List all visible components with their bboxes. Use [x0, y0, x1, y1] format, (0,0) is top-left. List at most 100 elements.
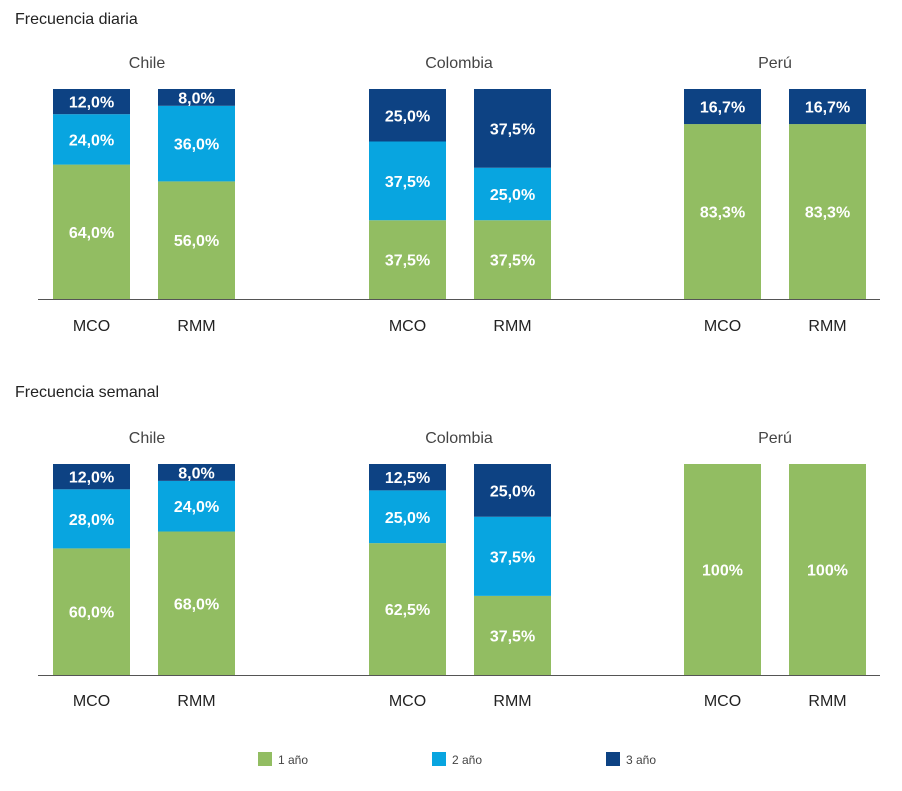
legend: 1 año 2 año 3 año — [258, 752, 656, 767]
data-label: 37,5% — [490, 253, 535, 270]
data-label: 37,5% — [490, 121, 535, 138]
panel-frecuencia-semanal: Frecuencia semanal Chile 60,0% 28,0% 12,0% MC… — [15, 384, 880, 710]
bar-segment-3-ano — [474, 89, 551, 168]
bar-mco: 62,5% 25,0% 12,5% MCO — [369, 464, 446, 710]
bar-segment-1-ano — [474, 220, 551, 299]
panel-title: Frecuencia semanal — [15, 384, 159, 401]
bar-segment-1-ano — [474, 595, 551, 676]
data-label: 83,3% — [700, 205, 745, 222]
bar-segment-1-ano — [789, 124, 866, 299]
bar-segment-2-ano — [53, 114, 130, 165]
bar-segment-2-ano — [53, 489, 130, 549]
data-label: 100% — [807, 563, 848, 580]
bar-segment-2-ano — [158, 105, 235, 182]
x-tick-label: MCO — [389, 318, 426, 335]
x-tick-label: RMM — [808, 693, 846, 710]
data-label: 37,5% — [385, 174, 430, 191]
country-label: Chile — [129, 55, 166, 72]
data-label: 16,7% — [805, 100, 850, 117]
legend-swatch — [258, 752, 272, 766]
group-colombia: Colombia37,5%37,5%25,0%MCO37,5%25,0%37,5… — [369, 55, 551, 335]
bar-segment-1-ano — [158, 531, 235, 675]
bar-mco: 60,0% 28,0% 12,0% MCO — [53, 464, 130, 710]
x-tick-label: MCO — [704, 318, 741, 335]
data-label: 8,0% — [178, 465, 214, 482]
bar-mco: 83,3% 16,7% MCO — [684, 89, 761, 335]
country-label: Chile — [129, 430, 166, 447]
data-label: 83,3% — [805, 205, 850, 222]
country-label: Colombia — [425, 430, 493, 447]
group-chile: Chile 64,0% 24,0% 12,0% MCO 56,0% 36,0% 8,0% RMM — [53, 55, 235, 335]
bar-segment-2-ano — [474, 167, 551, 221]
legend-label: 2 año — [452, 753, 482, 767]
x-tick-label: MCO — [73, 693, 110, 710]
bar-rmm: 68,0% 24,0% 8,0% RMM — [158, 464, 235, 710]
bar-rmm: 83,3% 16,7% RMM — [789, 89, 866, 335]
bar-segment-3-ano — [684, 89, 761, 125]
x-tick-label: RMM — [493, 693, 531, 710]
bar-segment-3-ano — [369, 464, 446, 491]
bar-segment-1-ano — [369, 543, 446, 676]
data-label: 12,0% — [69, 95, 114, 112]
x-tick-label: MCO — [389, 693, 426, 710]
data-label: 37,5% — [490, 549, 535, 566]
bar-segment-3-ano — [474, 464, 551, 517]
data-label: 64,0% — [69, 225, 114, 242]
data-label: 28,0% — [69, 512, 114, 529]
data-label: 25,0% — [385, 510, 430, 527]
bar-mco: 64,0% 24,0% 12,0% MCO — [53, 89, 130, 335]
bar-segment-3-ano — [158, 464, 235, 481]
data-label: 37,5% — [490, 628, 535, 645]
data-label: 62,5% — [385, 602, 430, 619]
data-label: 100% — [702, 563, 743, 580]
panel-frecuencia-diaria: Frecuencia diaria Chile 64,0% 24,0% 12,0% MCO… — [15, 11, 880, 335]
x-tick-label: MCO — [73, 318, 110, 335]
data-label: 37,5% — [385, 253, 430, 270]
legend-item-1-ano: 1 año — [258, 752, 308, 767]
group-chile: Chile 60,0% 28,0% 12,0% MCO 68,0% 24,0% 8,0% RMM — [53, 430, 235, 710]
bar-rmm: 100% RMM — [789, 464, 866, 710]
bar-segment-2-ano — [369, 141, 446, 221]
panel-title: Frecuencia diaria — [15, 11, 138, 28]
bar-segment-1-ano — [684, 124, 761, 299]
data-label: 24,0% — [174, 499, 219, 516]
bar-rmm: 56,0% 36,0% 8,0% RMM — [158, 89, 235, 335]
country-label: Colombia — [425, 55, 493, 72]
legend-swatch — [432, 752, 446, 766]
bar-rmm: 37,5% 37,5% 25,0% RMM — [474, 464, 551, 710]
data-label: 24,0% — [69, 132, 114, 149]
data-label: 8,0% — [178, 90, 214, 107]
x-tick-label: RMM — [177, 318, 215, 335]
data-label: 56,0% — [174, 233, 219, 250]
data-label: 25,0% — [385, 108, 430, 125]
bar-segment-2-ano — [158, 480, 235, 532]
legend-item-3-ano: 3 año — [606, 752, 656, 767]
bar-segment-1-ano — [158, 181, 235, 299]
data-label: 68,0% — [174, 596, 219, 613]
legend-item-2-ano: 2 año — [432, 752, 482, 767]
group-peru: Perú 83,3% 16,7% MCO 83,3% 16,7% RMM — [684, 55, 866, 335]
x-tick-label: RMM — [808, 318, 846, 335]
bar-segment-3-ano — [158, 89, 235, 106]
bar-segment-3-ano — [789, 89, 866, 125]
legend-swatch — [606, 752, 620, 766]
bar-segment-1-ano — [684, 464, 761, 675]
x-tick-label: RMM — [493, 318, 531, 335]
data-label: 25,0% — [490, 483, 535, 500]
country-label: Perú — [758, 55, 792, 72]
x-tick-label: MCO — [704, 693, 741, 710]
data-label: 16,7% — [700, 100, 745, 117]
x-tick-label: RMM — [177, 693, 215, 710]
bar-rmm: 37,5% 25,0% 37,5% RMM — [474, 89, 551, 335]
data-label: 36,0% — [174, 137, 219, 154]
country-label: Perú — [758, 430, 792, 447]
data-label: 25,0% — [490, 187, 535, 204]
data-label: 12,0% — [69, 470, 114, 487]
bar-segment-2-ano — [474, 516, 551, 596]
bar-segment-3-ano — [53, 89, 130, 115]
bar-segment-2-ano — [369, 490, 446, 544]
bar-segment-1-ano — [53, 164, 130, 299]
bar-mco: 37,5% 37,5% 25,0% MCO — [369, 89, 446, 335]
bar-mco: 100% MCO — [684, 464, 761, 710]
